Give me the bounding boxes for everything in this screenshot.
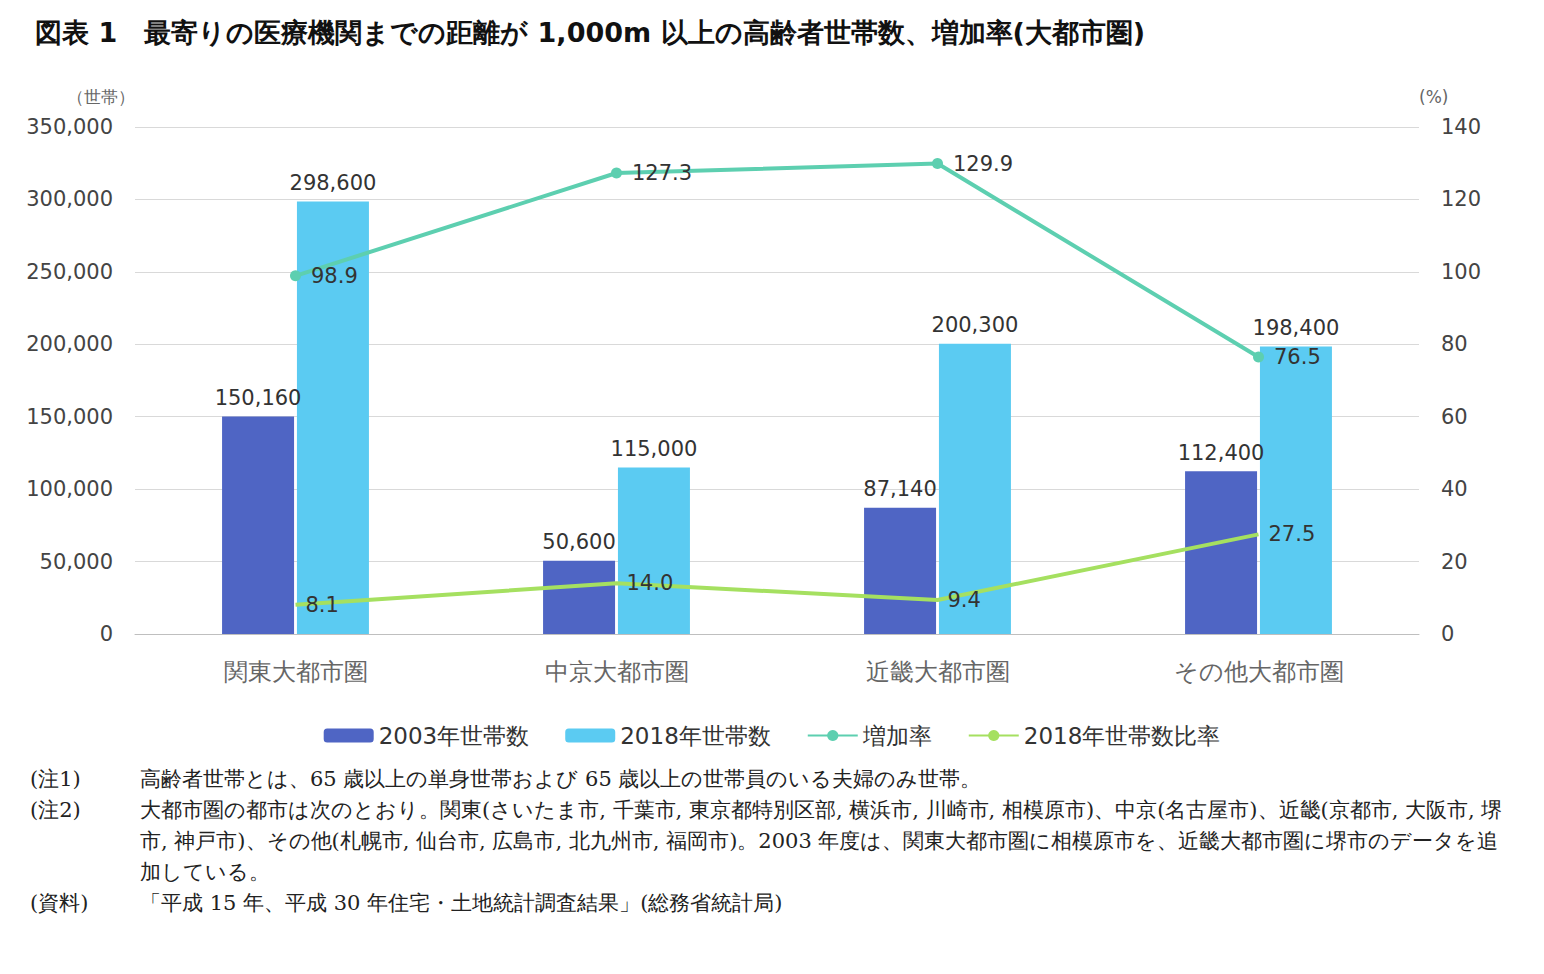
svg-text:その他大都市圏: その他大都市圏 (1174, 658, 1344, 686)
svg-text:50,000: 50,000 (40, 550, 113, 574)
svg-text:140: 140 (1441, 115, 1481, 139)
svg-text:76.5: 76.5 (1274, 345, 1321, 369)
svg-text:近畿大都市圏: 近畿大都市圏 (866, 658, 1010, 686)
svg-text:150,000: 150,000 (26, 405, 113, 429)
svg-text:198,400: 198,400 (1253, 316, 1340, 340)
html-text:「平成 15 年、平成 30 年住宅・土地統計調査結果」(総: 「平成 15 年、平成 30 年住宅・土地統計調査結果」(総務省統計局) (140, 891, 783, 915)
svg-text:9.4: 9.4 (948, 588, 981, 612)
svg-text:300,000: 300,000 (26, 187, 113, 211)
svg-text:図表 1 最寄りの医療機関までの距離が 1,000m 以上の: 図表 1 最寄りの医療機関までの距離が 1,000m 以上の高齢者世帯数、増加率… (35, 17, 1145, 48)
svg-text:298,600: 298,600 (290, 171, 377, 195)
svg-text:2018年世帯数: 2018年世帯数 (620, 723, 771, 749)
svg-text:増加率: 増加率 (862, 723, 932, 749)
svg-text:100: 100 (1441, 260, 1481, 284)
html-text:大都市圏の都市は次のとおり。関東(さいたま市, 千葉市, 東: 大都市圏の都市は次のとおり。関東(さいたま市, 千葉市, 東京都特別区部, 横浜… (140, 798, 1503, 884)
svg-text:中京大都市圏: 中京大都市圏 (545, 658, 689, 686)
svg-text:2018年世帯数比率: 2018年世帯数比率 (1024, 723, 1221, 749)
svg-text:80: 80 (1441, 332, 1468, 356)
svg-text:(%): (%) (1419, 87, 1448, 107)
svg-text:14.0: 14.0 (627, 571, 674, 595)
svg-text:127.3: 127.3 (632, 161, 692, 185)
svg-text:0: 0 (1441, 622, 1454, 646)
svg-text:8.1: 8.1 (306, 593, 339, 617)
svg-text:50,600: 50,600 (542, 530, 615, 554)
html-text:(注2): (注2) (30, 798, 81, 822)
svg-text:20: 20 (1441, 550, 1468, 574)
svg-text:200,000: 200,000 (26, 332, 113, 356)
svg-text:40: 40 (1441, 477, 1468, 501)
svg-text:87,140: 87,140 (863, 477, 936, 501)
svg-text:112,400: 112,400 (1178, 441, 1265, 465)
html-text:(資料): (資料) (30, 891, 89, 915)
svg-text:200,300: 200,300 (932, 313, 1019, 337)
html-text:高齢者世帯とは、65 歳以上の単身世帯および 65 歳以上の: 高齢者世帯とは、65 歳以上の単身世帯および 65 歳以上の世帯員のいる夫婦のみ… (140, 767, 982, 791)
svg-text:0: 0 (100, 622, 113, 646)
svg-text:98.9: 98.9 (311, 264, 358, 288)
svg-text:2003年世帯数: 2003年世帯数 (379, 723, 530, 749)
svg-text:関東大都市圏: 関東大都市圏 (224, 658, 368, 686)
svg-text:60: 60 (1441, 405, 1468, 429)
svg-text:150,160: 150,160 (215, 386, 302, 410)
svg-text:（世帯）: （世帯） (67, 87, 135, 107)
svg-text:115,000: 115,000 (611, 437, 698, 461)
svg-text:250,000: 250,000 (26, 260, 113, 284)
svg-text:129.9: 129.9 (953, 152, 1013, 176)
svg-text:120: 120 (1441, 187, 1481, 211)
svg-text:100,000: 100,000 (26, 477, 113, 501)
svg-text:350,000: 350,000 (26, 115, 113, 139)
svg-text:27.5: 27.5 (1269, 522, 1316, 546)
html-text:(注1): (注1) (30, 767, 81, 791)
